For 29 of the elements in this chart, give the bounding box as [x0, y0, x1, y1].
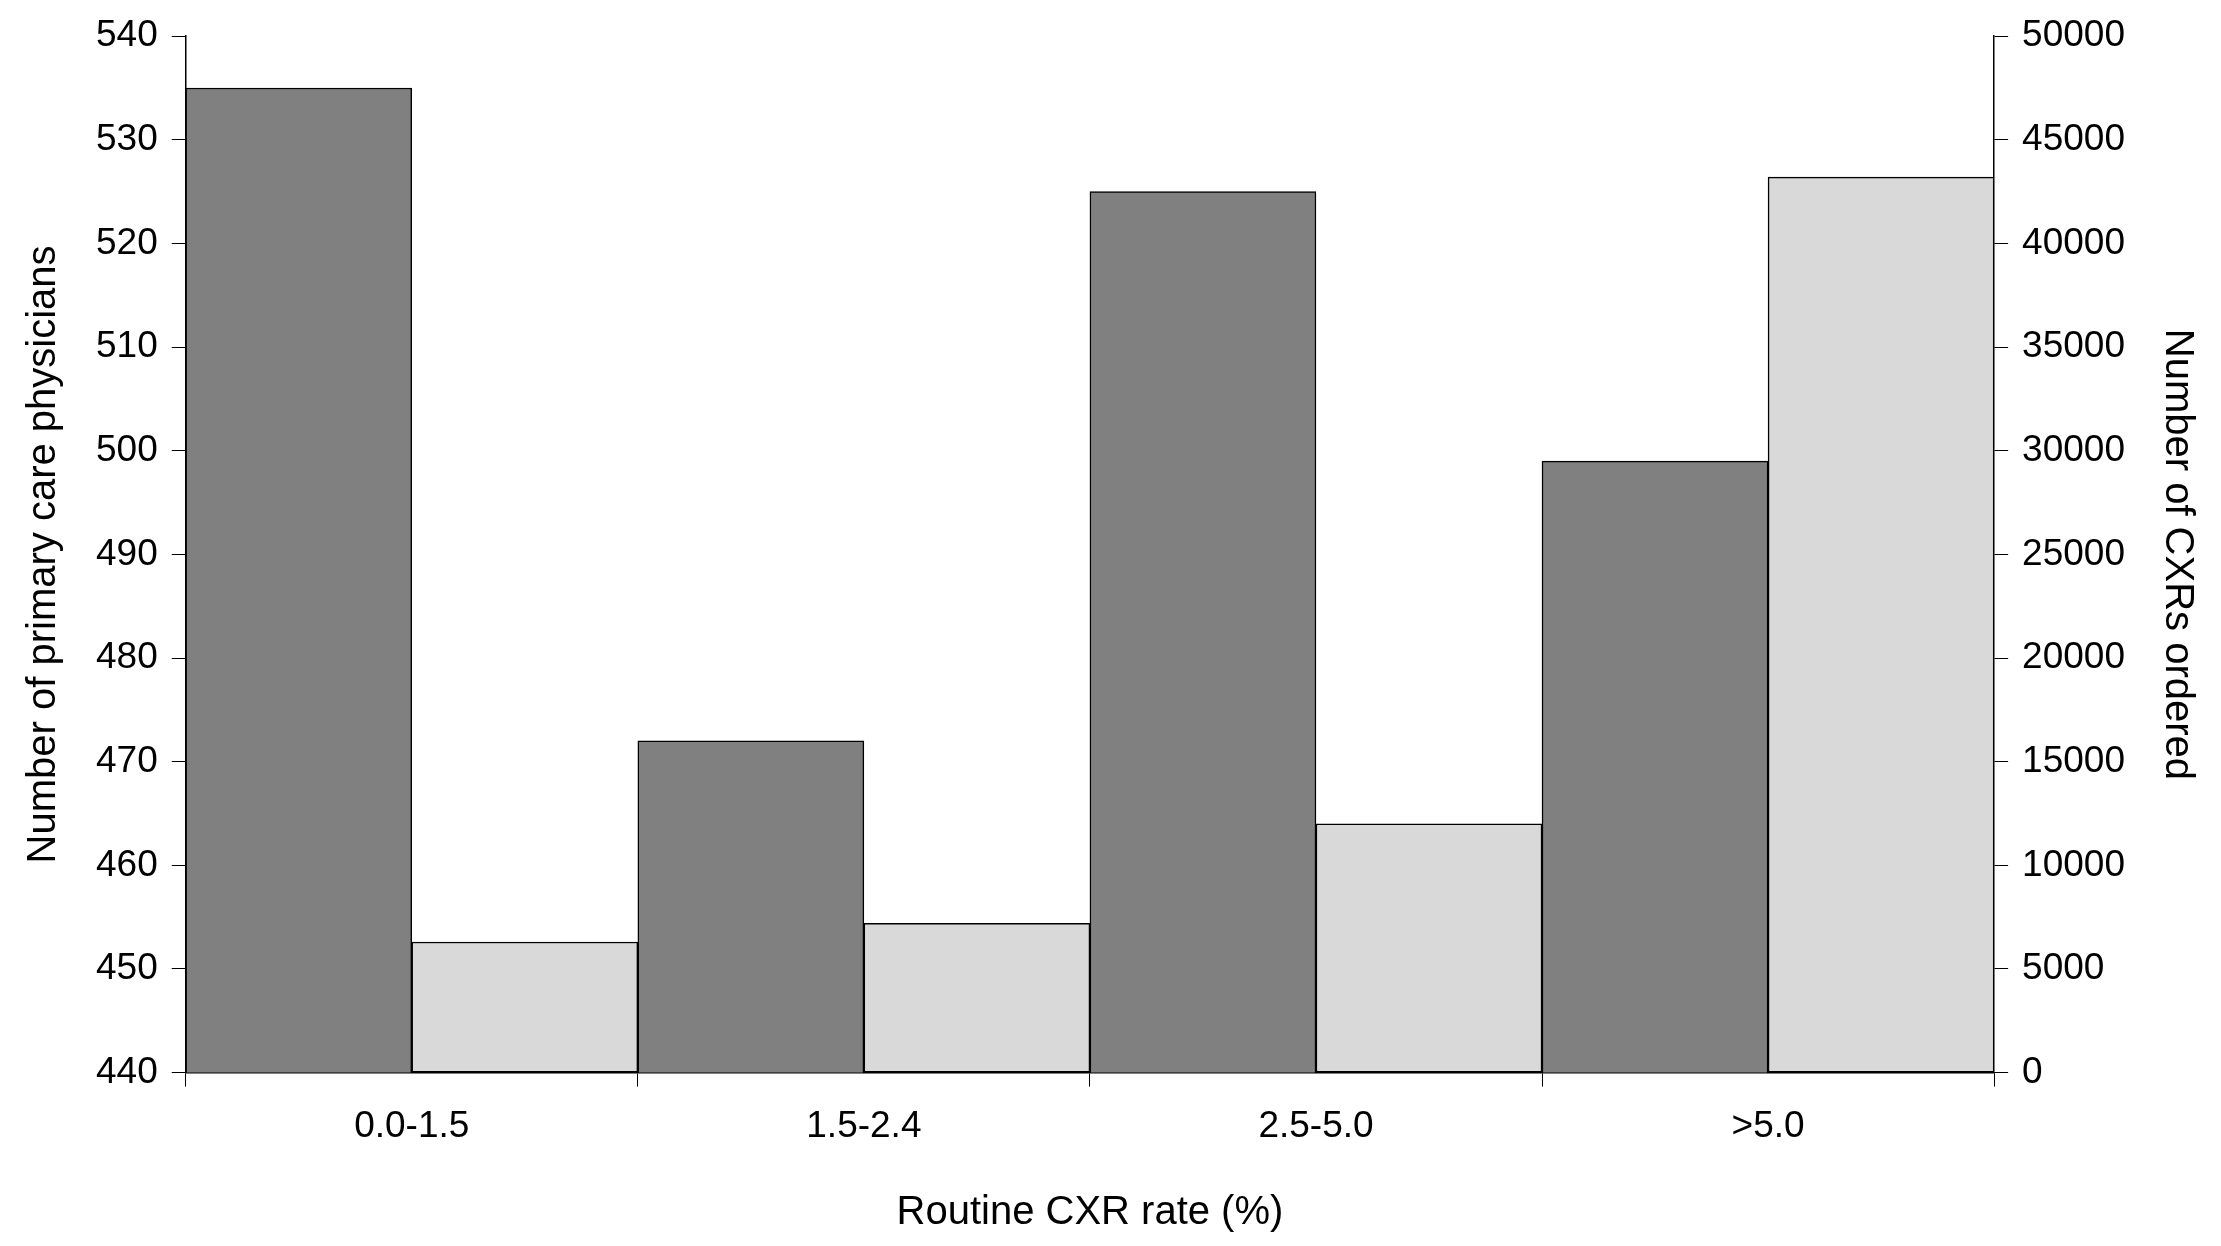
x-tick-label: >5.0: [1731, 1104, 1805, 1145]
y2-tick-label: 20000: [2022, 635, 2125, 677]
y2-tick-label: 35000: [2022, 324, 2125, 366]
x-tick-label: 2.5-5.0: [1258, 1104, 1374, 1145]
y-tick-label: 470: [96, 738, 158, 780]
y-axis-title: Number of primary care physicians: [19, 245, 64, 864]
y-tick-label: 520: [96, 220, 158, 262]
y2-axis-title: Number of CXRs ordered: [2157, 328, 2202, 781]
y-tick-label: 540: [96, 13, 158, 55]
y2-tick-label: 10000: [2022, 842, 2125, 884]
y-tick-label: 450: [96, 946, 158, 988]
y-tick-label: 510: [96, 324, 158, 366]
y-tick-label: 530: [96, 117, 158, 159]
y-tick-label: 490: [96, 531, 158, 573]
x-tick-label: 0.0-1.5: [354, 1104, 470, 1145]
y-tick-label: 480: [96, 635, 158, 677]
x-axis-title: Routine CXR rate (%): [896, 1188, 1284, 1233]
x-tick-label: 1.5-2.4: [806, 1104, 922, 1145]
y2-tick-label: 0: [2022, 1049, 2043, 1091]
y2-tick-label: 45000: [2022, 117, 2125, 159]
y-tick-label: 440: [96, 1049, 158, 1091]
y2-tick-label: 5000: [2022, 946, 2105, 988]
y2-tick-label: 15000: [2022, 738, 2125, 780]
y-tick-label: 500: [96, 427, 158, 469]
y-tick-label: 460: [96, 842, 158, 884]
y2-tick-label: 40000: [2022, 220, 2125, 262]
y2-tick-label: 30000: [2022, 427, 2125, 469]
y2-tick-label: 50000: [2022, 13, 2125, 55]
y2-tick-label: 25000: [2022, 531, 2125, 573]
